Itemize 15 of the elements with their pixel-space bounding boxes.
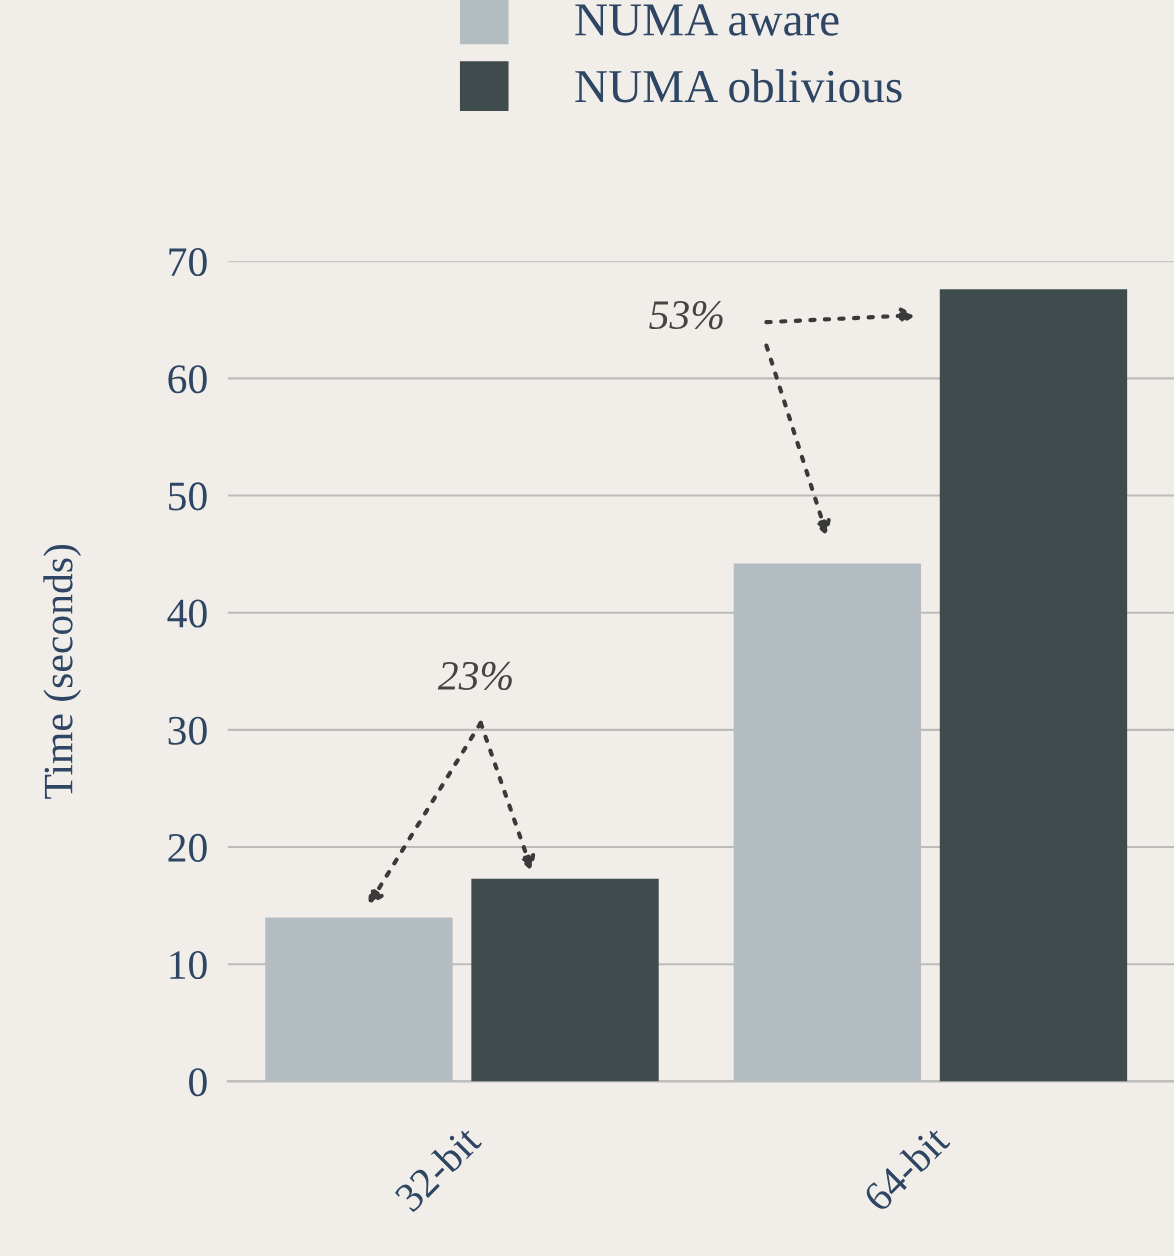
y-tick-label: 0 [189,1068,207,1097]
y-tick-label: 20 [168,833,207,862]
y-tick-label: 30 [168,716,207,745]
y-tick-label: 60 [168,365,207,394]
bar [939,289,1128,1082]
bar [471,878,659,1082]
y-tick-label: 10 [170,951,207,980]
legend-label: NUMA oblivious [575,69,902,103]
annotation: 23% [437,661,512,691]
y-tick-label: 40 [167,599,207,628]
y-tick-label: 70 [169,248,207,277]
legend-label: NUMA aware [575,4,839,36]
y-axis-title: Time (seconds) [43,544,82,799]
y-tick-label: 50 [169,482,207,511]
annotation: 53% [649,300,723,330]
